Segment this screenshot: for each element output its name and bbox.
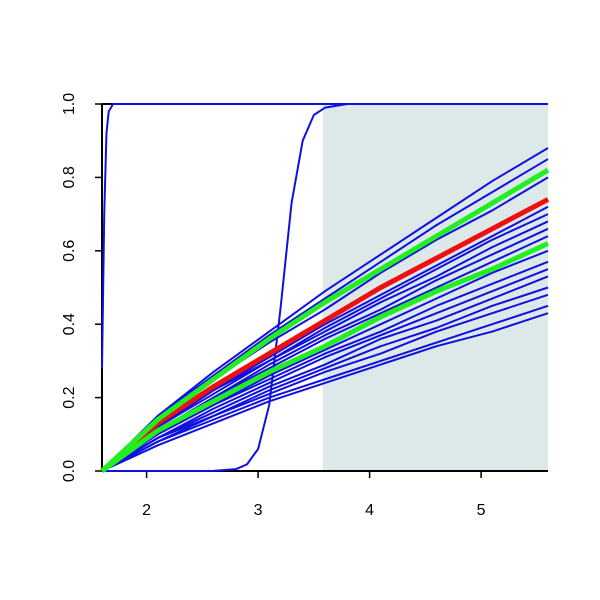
y-tick-label: 0.6: [61, 240, 78, 262]
x-tick-label: 4: [365, 502, 374, 519]
curve: [101, 213, 549, 472]
x-tick-label: 3: [254, 502, 263, 519]
x-tick-label: 2: [142, 502, 151, 519]
curve: [101, 220, 549, 472]
curve: [101, 268, 549, 472]
curve: [100, 167, 550, 473]
y-tick-label: 0.2: [61, 386, 78, 408]
curve: [101, 158, 549, 472]
y-tick-label: 0.8: [61, 166, 78, 188]
y-tick-label: 0.0: [61, 460, 78, 482]
curve: [100, 241, 550, 474]
x-tick-label: 5: [477, 502, 486, 519]
curve: [102, 103, 548, 472]
curve: [101, 304, 549, 472]
y-tick-label: 0.4: [61, 313, 78, 335]
curve: [101, 293, 549, 472]
curve: [101, 286, 549, 472]
curve: [101, 312, 549, 472]
y-tick-label: 1.0: [61, 93, 78, 115]
curve: [101, 260, 549, 472]
curve: [101, 275, 549, 472]
curve: [100, 197, 550, 473]
curve: [101, 103, 548, 369]
